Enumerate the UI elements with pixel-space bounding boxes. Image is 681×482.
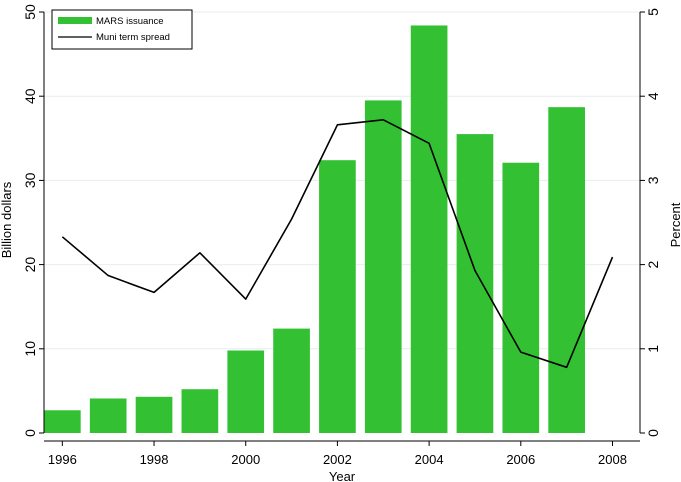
- x-tick-label: 1996: [48, 452, 77, 467]
- x-tick-label: 2006: [506, 452, 535, 467]
- x-tick-label: 2008: [598, 452, 627, 467]
- x-tick-label: 1998: [140, 452, 169, 467]
- x-tick-label: 2000: [231, 452, 260, 467]
- spread-line: [61, 118, 614, 369]
- legend: MARS issuance Muni term spread: [51, 9, 193, 50]
- y-tick-label: 40: [22, 88, 38, 104]
- y2-tick-label: 1: [645, 345, 661, 353]
- y2-tick-label: 3: [645, 176, 661, 184]
- bar: [319, 160, 356, 433]
- legend-label-line: Muni term spread: [96, 32, 170, 43]
- y-tick-label: 10: [22, 341, 38, 357]
- x-ticks: 1996 1998 2000 2002 2004 2006 2008: [48, 441, 627, 467]
- y2-tick-label: 0: [645, 429, 661, 437]
- y2-tick-label: 5: [645, 8, 661, 16]
- bar-series: [44, 25, 585, 434]
- legend-box: [51, 9, 193, 50]
- bar: [410, 25, 448, 434]
- x-tick-label: 2002: [323, 452, 352, 467]
- y-axis-title: Billion dollars: [0, 181, 14, 258]
- y-ticks-left: 0 10 20 30 40 50: [22, 4, 44, 437]
- y-tick-label: 20: [22, 257, 38, 273]
- bar: [273, 328, 310, 433]
- y2-axis-title: Percent: [668, 202, 681, 247]
- x-axis-title: Year: [329, 469, 356, 482]
- bar: [89, 398, 127, 433]
- y2-tick-label: 2: [645, 260, 661, 268]
- legend-label-bars: MARS issuance: [96, 16, 164, 27]
- y-tick-label: 30: [22, 172, 38, 188]
- bar: [181, 389, 219, 433]
- y-tick-label: 50: [22, 4, 38, 20]
- y2-tick-label: 4: [645, 92, 661, 100]
- bar: [502, 162, 540, 433]
- y-ticks-right: 0 1 2 3 4 5: [640, 8, 661, 437]
- legend-bar-swatch: [58, 17, 92, 24]
- bar: [227, 350, 265, 433]
- y-tick-label: 0: [22, 429, 38, 437]
- bar: [456, 134, 494, 433]
- line-series: [61, 118, 614, 369]
- x-tick-label: 2004: [415, 452, 444, 467]
- bar: [548, 107, 585, 434]
- bar: [364, 100, 402, 433]
- bar: [135, 396, 173, 433]
- bar: [44, 410, 81, 433]
